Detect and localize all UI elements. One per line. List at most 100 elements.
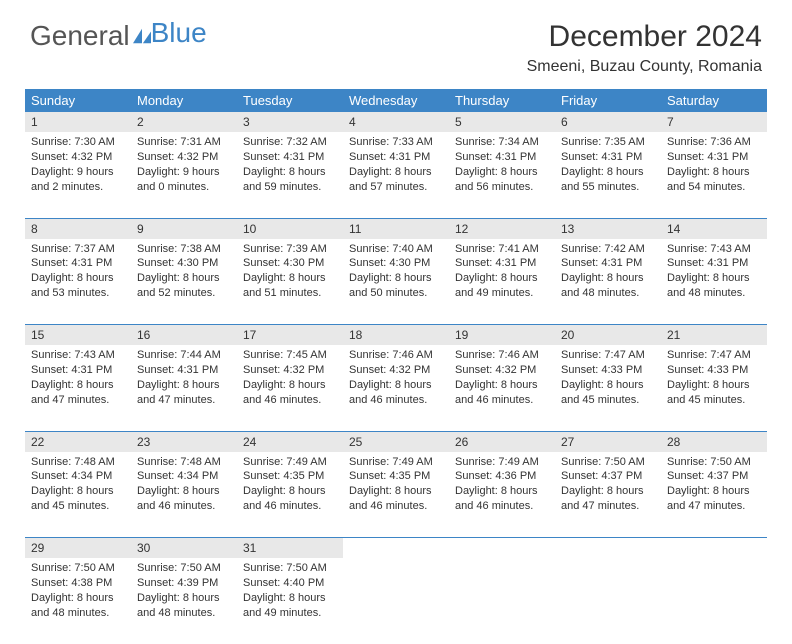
day-cell [661, 558, 767, 644]
daylight-text: and 47 minutes. [137, 393, 231, 408]
day-number: 9 [131, 218, 237, 239]
sunrise-text: Sunrise: 7:41 AM [455, 242, 549, 257]
daylight-text: Daylight: 8 hours [243, 378, 337, 393]
day-header: Tuesday [237, 89, 343, 112]
sunset-text: Sunset: 4:31 PM [455, 150, 549, 165]
daylight-text: and 45 minutes. [31, 499, 125, 514]
sunset-text: Sunset: 4:37 PM [667, 469, 761, 484]
daylight-text: and 45 minutes. [561, 393, 655, 408]
sunrise-text: Sunrise: 7:43 AM [667, 242, 761, 257]
daylight-text: Daylight: 8 hours [349, 484, 443, 499]
day-cell: Sunrise: 7:50 AMSunset: 4:38 PMDaylight:… [25, 558, 131, 644]
sunrise-text: Sunrise: 7:31 AM [137, 135, 231, 150]
day-header: Saturday [661, 89, 767, 112]
sunrise-text: Sunrise: 7:35 AM [561, 135, 655, 150]
sunrise-text: Sunrise: 7:30 AM [31, 135, 125, 150]
day-cell: Sunrise: 7:33 AMSunset: 4:31 PMDaylight:… [343, 132, 449, 218]
day-cell [343, 558, 449, 644]
daylight-text: and 46 minutes. [455, 499, 549, 514]
day-cell: Sunrise: 7:45 AMSunset: 4:32 PMDaylight:… [237, 345, 343, 431]
day-cell: Sunrise: 7:38 AMSunset: 4:30 PMDaylight:… [131, 239, 237, 325]
day-cell: Sunrise: 7:44 AMSunset: 4:31 PMDaylight:… [131, 345, 237, 431]
daylight-text: Daylight: 9 hours [137, 165, 231, 180]
sunset-text: Sunset: 4:31 PM [667, 256, 761, 271]
brand-sail-icon [133, 28, 151, 44]
day-number: 31 [237, 538, 343, 559]
sunset-text: Sunset: 4:32 PM [31, 150, 125, 165]
sunrise-text: Sunrise: 7:46 AM [349, 348, 443, 363]
daylight-text: and 50 minutes. [349, 286, 443, 301]
day-number: 6 [555, 112, 661, 132]
day-number: 30 [131, 538, 237, 559]
day-cell: Sunrise: 7:46 AMSunset: 4:32 PMDaylight:… [343, 345, 449, 431]
sunrise-text: Sunrise: 7:50 AM [667, 455, 761, 470]
daylight-text: Daylight: 8 hours [243, 591, 337, 606]
daylight-text: Daylight: 8 hours [31, 378, 125, 393]
sunrise-text: Sunrise: 7:48 AM [137, 455, 231, 470]
sunrise-text: Sunrise: 7:47 AM [561, 348, 655, 363]
day-number: 14 [661, 218, 767, 239]
daylight-text: Daylight: 8 hours [455, 271, 549, 286]
daylight-text: and 49 minutes. [455, 286, 549, 301]
day-number-row: 15161718192021 [25, 325, 767, 346]
sunrise-text: Sunrise: 7:37 AM [31, 242, 125, 257]
sunrise-text: Sunrise: 7:40 AM [349, 242, 443, 257]
day-cell: Sunrise: 7:49 AMSunset: 4:35 PMDaylight:… [343, 452, 449, 538]
sunset-text: Sunset: 4:31 PM [455, 256, 549, 271]
day-header: Friday [555, 89, 661, 112]
daylight-text: Daylight: 8 hours [455, 378, 549, 393]
sunset-text: Sunset: 4:31 PM [349, 150, 443, 165]
day-content-row: Sunrise: 7:43 AMSunset: 4:31 PMDaylight:… [25, 345, 767, 431]
sunrise-text: Sunrise: 7:39 AM [243, 242, 337, 257]
daylight-text: Daylight: 8 hours [243, 165, 337, 180]
day-header: Sunday [25, 89, 131, 112]
sunset-text: Sunset: 4:31 PM [667, 150, 761, 165]
day-number: 23 [131, 431, 237, 452]
daylight-text: Daylight: 8 hours [243, 271, 337, 286]
day-cell: Sunrise: 7:35 AMSunset: 4:31 PMDaylight:… [555, 132, 661, 218]
sunrise-text: Sunrise: 7:44 AM [137, 348, 231, 363]
daylight-text: Daylight: 8 hours [137, 378, 231, 393]
sunset-text: Sunset: 4:35 PM [243, 469, 337, 484]
daylight-text: Daylight: 8 hours [31, 271, 125, 286]
sunset-text: Sunset: 4:31 PM [561, 150, 655, 165]
sunrise-text: Sunrise: 7:34 AM [455, 135, 549, 150]
daylight-text: Daylight: 8 hours [137, 484, 231, 499]
day-cell: Sunrise: 7:30 AMSunset: 4:32 PMDaylight:… [25, 132, 131, 218]
day-cell: Sunrise: 7:34 AMSunset: 4:31 PMDaylight:… [449, 132, 555, 218]
day-header: Wednesday [343, 89, 449, 112]
daylight-text: and 48 minutes. [31, 606, 125, 621]
sunrise-text: Sunrise: 7:50 AM [31, 561, 125, 576]
sunset-text: Sunset: 4:31 PM [31, 256, 125, 271]
title-block: December 2024 Smeeni, Buzau County, Roma… [527, 20, 762, 76]
day-cell: Sunrise: 7:47 AMSunset: 4:33 PMDaylight:… [661, 345, 767, 431]
daylight-text: and 0 minutes. [137, 180, 231, 195]
sunset-text: Sunset: 4:30 PM [137, 256, 231, 271]
sunset-text: Sunset: 4:34 PM [137, 469, 231, 484]
day-number: 15 [25, 325, 131, 346]
daylight-text: and 51 minutes. [243, 286, 337, 301]
daylight-text: Daylight: 8 hours [349, 165, 443, 180]
day-cell: Sunrise: 7:37 AMSunset: 4:31 PMDaylight:… [25, 239, 131, 325]
day-number: 22 [25, 431, 131, 452]
daylight-text: Daylight: 8 hours [349, 271, 443, 286]
sunrise-text: Sunrise: 7:49 AM [455, 455, 549, 470]
sunset-text: Sunset: 4:33 PM [667, 363, 761, 378]
sunset-text: Sunset: 4:30 PM [349, 256, 443, 271]
daylight-text: and 54 minutes. [667, 180, 761, 195]
sunset-text: Sunset: 4:30 PM [243, 256, 337, 271]
daylight-text: and 48 minutes. [667, 286, 761, 301]
day-number: 2 [131, 112, 237, 132]
day-number: 27 [555, 431, 661, 452]
sunrise-text: Sunrise: 7:32 AM [243, 135, 337, 150]
sunset-text: Sunset: 4:33 PM [561, 363, 655, 378]
sunrise-text: Sunrise: 7:43 AM [31, 348, 125, 363]
daylight-text: Daylight: 8 hours [31, 591, 125, 606]
daylight-text: Daylight: 8 hours [137, 591, 231, 606]
day-number [555, 538, 661, 559]
day-cell: Sunrise: 7:43 AMSunset: 4:31 PMDaylight:… [661, 239, 767, 325]
day-number-row: 1234567 [25, 112, 767, 132]
sunset-text: Sunset: 4:31 PM [137, 363, 231, 378]
sunrise-text: Sunrise: 7:50 AM [561, 455, 655, 470]
sunset-text: Sunset: 4:31 PM [243, 150, 337, 165]
